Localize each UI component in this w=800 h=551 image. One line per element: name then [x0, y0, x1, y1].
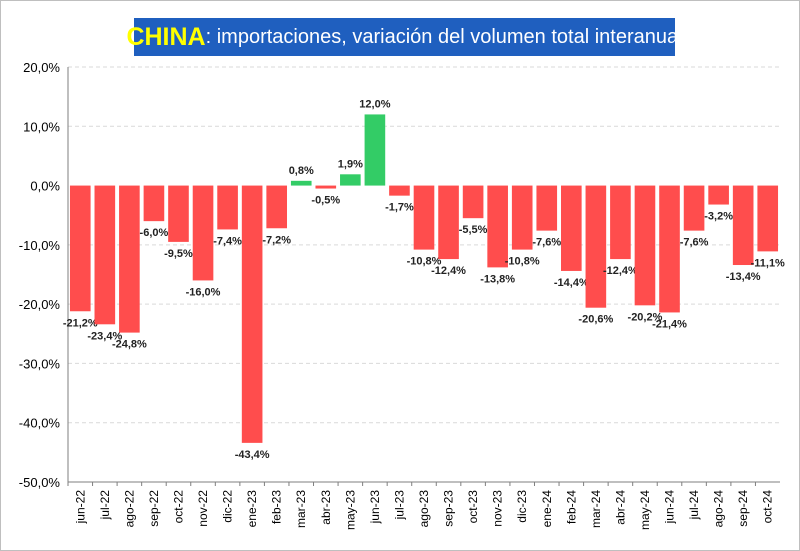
- y-tick-label: 0,0%: [30, 179, 60, 194]
- x-tick-label: sep-23: [442, 490, 456, 527]
- bar: [192, 185, 214, 281]
- data-label: -7,4%: [213, 235, 242, 247]
- data-label: 12,0%: [359, 98, 390, 110]
- x-tick-label: oct-22: [171, 490, 185, 524]
- x-tick-label: feb-23: [270, 490, 284, 524]
- bar: [143, 185, 165, 222]
- x-tick-label: abr-23: [319, 490, 333, 525]
- data-label: -20,2%: [628, 311, 663, 323]
- bar: [438, 185, 459, 260]
- data-label: -10,8%: [407, 256, 442, 268]
- bar: [610, 185, 631, 260]
- x-tick-label: feb-24: [564, 490, 578, 524]
- x-tick-label: jun-24: [663, 490, 677, 525]
- x-tick-label: jul-23: [392, 490, 406, 521]
- data-label: -3,2%: [704, 211, 733, 223]
- data-label: -21,4%: [652, 318, 687, 330]
- title-country: CHINA: [126, 22, 206, 51]
- data-label: 1,9%: [338, 158, 363, 170]
- x-tick-label: dic-23: [515, 490, 529, 523]
- data-label: -7,2%: [262, 234, 291, 246]
- x-tick-label: sep-24: [736, 490, 750, 527]
- y-tick-label: -20,0%: [19, 297, 61, 312]
- data-label: -13,8%: [480, 273, 515, 285]
- data-label: -20,6%: [578, 314, 613, 326]
- bar: [315, 185, 337, 189]
- data-label: -23,4%: [87, 330, 122, 342]
- data-label: -0,5%: [311, 195, 340, 207]
- x-tick-label: jun-23: [368, 490, 382, 525]
- data-label: -11,1%: [751, 257, 785, 269]
- x-tick-label: sep-22: [147, 490, 161, 527]
- data-label: -10,8%: [505, 256, 540, 268]
- y-tick-label: 20,0%: [23, 60, 60, 75]
- data-label: -7,6%: [680, 237, 709, 249]
- x-tick-label: oct-23: [466, 490, 480, 524]
- bar: [217, 185, 238, 230]
- x-tick-label: ago-22: [122, 490, 136, 528]
- x-tick-label: ago-24: [712, 490, 726, 528]
- bar: [462, 185, 484, 219]
- bar: [560, 185, 582, 271]
- data-label: -24,8%: [112, 339, 147, 351]
- x-tick-label: jul-24: [687, 490, 701, 521]
- bar: [266, 185, 288, 229]
- bar: [487, 185, 508, 268]
- y-tick-label: -40,0%: [19, 416, 61, 431]
- data-label: -43,4%: [235, 449, 270, 461]
- bar: [634, 185, 656, 306]
- bar: [757, 185, 779, 252]
- data-label: -5,5%: [459, 224, 488, 236]
- bar: [94, 185, 116, 325]
- data-label: -7,6%: [532, 237, 561, 249]
- bar: [340, 174, 361, 186]
- data-label: -12,4%: [603, 265, 638, 277]
- bar: [708, 185, 729, 205]
- bar: [364, 114, 386, 186]
- x-tick-label: abr-24: [613, 490, 627, 525]
- bar: [290, 180, 312, 186]
- y-tick-label: -50,0%: [19, 475, 61, 490]
- data-label: -13,4%: [726, 271, 761, 283]
- x-tick-label: ago-23: [417, 490, 431, 528]
- y-tick-label: -30,0%: [19, 356, 61, 371]
- data-label: -6,0%: [140, 227, 169, 239]
- bar: [413, 185, 435, 250]
- data-label: -14,4%: [554, 277, 589, 289]
- x-tick-label: ene-23: [245, 490, 259, 528]
- bar: [659, 185, 680, 313]
- bar: [119, 185, 140, 333]
- data-label: 0,8%: [289, 165, 314, 177]
- bar: [683, 185, 705, 231]
- data-label: -1,7%: [385, 202, 414, 214]
- data-label: -21,2%: [63, 317, 98, 329]
- bar: [241, 185, 263, 443]
- data-label: -12,4%: [431, 265, 466, 277]
- bar: [511, 185, 533, 250]
- x-tick-label: oct-24: [761, 490, 775, 524]
- x-tick-label: jul-22: [98, 490, 112, 521]
- x-tick-label: ene-24: [540, 490, 554, 528]
- bar: [585, 185, 607, 308]
- y-tick-label: -10,0%: [19, 238, 61, 253]
- x-tick-label: jun-22: [73, 490, 87, 525]
- title-text: : importaciones, variación del volumen t…: [205, 25, 683, 48]
- bar: [69, 185, 91, 312]
- bar: [536, 185, 558, 231]
- chart-title: CHINA: importaciones, variación del volu…: [126, 18, 683, 56]
- bar: [389, 185, 410, 196]
- x-tick-label: mar-23: [294, 490, 308, 528]
- x-tick-label: dic-22: [221, 490, 235, 523]
- x-tick-label: may-23: [343, 490, 357, 530]
- bar: [732, 185, 754, 266]
- x-tick-label: nov-22: [196, 490, 210, 527]
- x-tick-label: may-24: [638, 490, 652, 530]
- data-label: -16,0%: [186, 286, 221, 298]
- x-tick-label: mar-24: [589, 490, 603, 528]
- bar: [168, 185, 189, 242]
- x-tick-label: nov-23: [491, 490, 505, 527]
- data-label: -9,5%: [164, 248, 193, 260]
- y-tick-label: 10,0%: [23, 119, 60, 134]
